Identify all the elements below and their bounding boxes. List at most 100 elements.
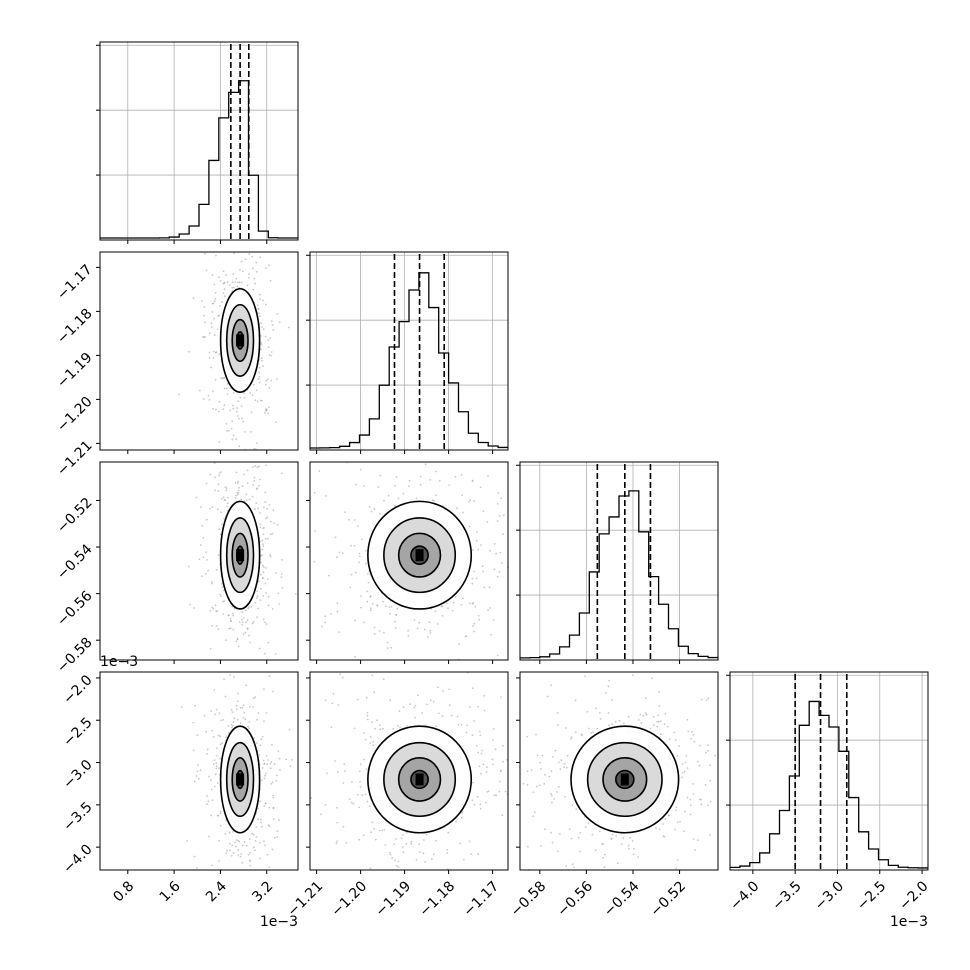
sample-point <box>262 533 265 536</box>
sample-point <box>550 770 553 773</box>
sample-point <box>208 351 211 354</box>
sample-point <box>488 586 491 589</box>
y-tick-label: −3.0 <box>60 757 95 792</box>
sample-point <box>416 627 419 630</box>
sample-point <box>394 504 396 507</box>
sample-point <box>248 276 250 279</box>
sample-point <box>222 613 225 615</box>
sample-point <box>436 623 439 625</box>
sample-point <box>424 860 427 863</box>
sample-point <box>371 602 374 605</box>
sample-point <box>270 520 272 523</box>
sample-point <box>434 470 437 473</box>
sample-point <box>215 754 218 757</box>
sample-point <box>690 738 692 740</box>
sample-point <box>215 765 218 767</box>
sample-point <box>260 738 263 741</box>
sample-point <box>262 328 265 330</box>
sample-point <box>249 705 252 708</box>
x-tick-label: 3.2 <box>249 878 276 905</box>
sample-point <box>363 621 365 624</box>
sample-point <box>355 483 357 486</box>
sample-point <box>675 809 677 812</box>
sample-point <box>471 582 474 585</box>
sample-point <box>408 479 411 482</box>
sample-point <box>498 780 501 783</box>
sample-point <box>213 334 216 336</box>
sample-point <box>452 601 455 604</box>
sample-point <box>658 705 661 708</box>
sample-point <box>256 597 258 599</box>
sample-point <box>241 624 244 626</box>
sample-point <box>269 767 272 770</box>
sample-point <box>427 636 429 638</box>
sample-point <box>568 828 571 831</box>
density-peak <box>236 773 245 786</box>
sample-point <box>482 510 485 513</box>
sample-point <box>495 552 498 555</box>
sample-point <box>265 755 268 757</box>
sample-point <box>466 724 468 727</box>
sample-point <box>477 548 480 551</box>
sample-point <box>258 381 261 384</box>
sample-point <box>232 831 234 833</box>
sample-point <box>336 840 338 843</box>
sample-point <box>369 867 372 870</box>
sample-point <box>522 782 525 785</box>
sample-point <box>243 473 246 476</box>
sample-point <box>485 771 488 773</box>
sample-point <box>598 830 601 832</box>
sample-point <box>398 710 401 713</box>
sample-point <box>637 719 640 721</box>
sample-point <box>271 324 274 326</box>
sample-point <box>658 828 661 831</box>
sample-point <box>203 314 205 317</box>
sample-point <box>487 790 490 792</box>
sample-point <box>211 582 213 585</box>
sample-point <box>314 530 317 532</box>
sample-point <box>474 605 477 608</box>
sample-point <box>492 619 495 621</box>
sample-point <box>236 718 239 721</box>
sample-point <box>539 761 542 764</box>
sample-point <box>264 411 266 414</box>
sample-point <box>587 822 590 825</box>
sample-point <box>684 810 686 813</box>
sample-point <box>694 849 696 851</box>
sample-point <box>353 544 356 547</box>
sample-point <box>218 474 220 477</box>
sample-point <box>264 491 267 494</box>
sample-point <box>607 712 610 714</box>
x-tick-label: −1.19 <box>373 878 415 920</box>
sample-point <box>236 482 239 484</box>
sample-point <box>258 375 261 378</box>
sample-point <box>655 827 657 830</box>
sample-point <box>198 389 201 392</box>
sample-point <box>499 551 502 554</box>
sample-point <box>376 719 378 722</box>
sample-point <box>310 797 313 799</box>
panel-frame <box>309 671 509 871</box>
x-tick-label: −3.0 <box>812 878 847 913</box>
sample-point <box>261 543 264 545</box>
sample-point <box>483 586 486 589</box>
sample-point <box>220 511 223 514</box>
sample-point <box>602 856 604 859</box>
sample-point <box>256 400 259 403</box>
sample-point <box>405 842 408 845</box>
sample-point <box>686 718 689 721</box>
sample-point <box>342 825 345 828</box>
density-peak <box>415 773 424 786</box>
sample-point <box>236 638 239 640</box>
sample-point <box>629 836 632 839</box>
sample-point <box>492 728 495 730</box>
sample-point <box>215 408 217 411</box>
sample-point <box>353 519 356 521</box>
sample-point <box>219 812 222 815</box>
sample-point <box>477 614 480 617</box>
sample-point <box>259 818 262 821</box>
sample-point <box>676 821 679 824</box>
sample-point <box>608 724 610 727</box>
sample-point <box>475 745 478 747</box>
